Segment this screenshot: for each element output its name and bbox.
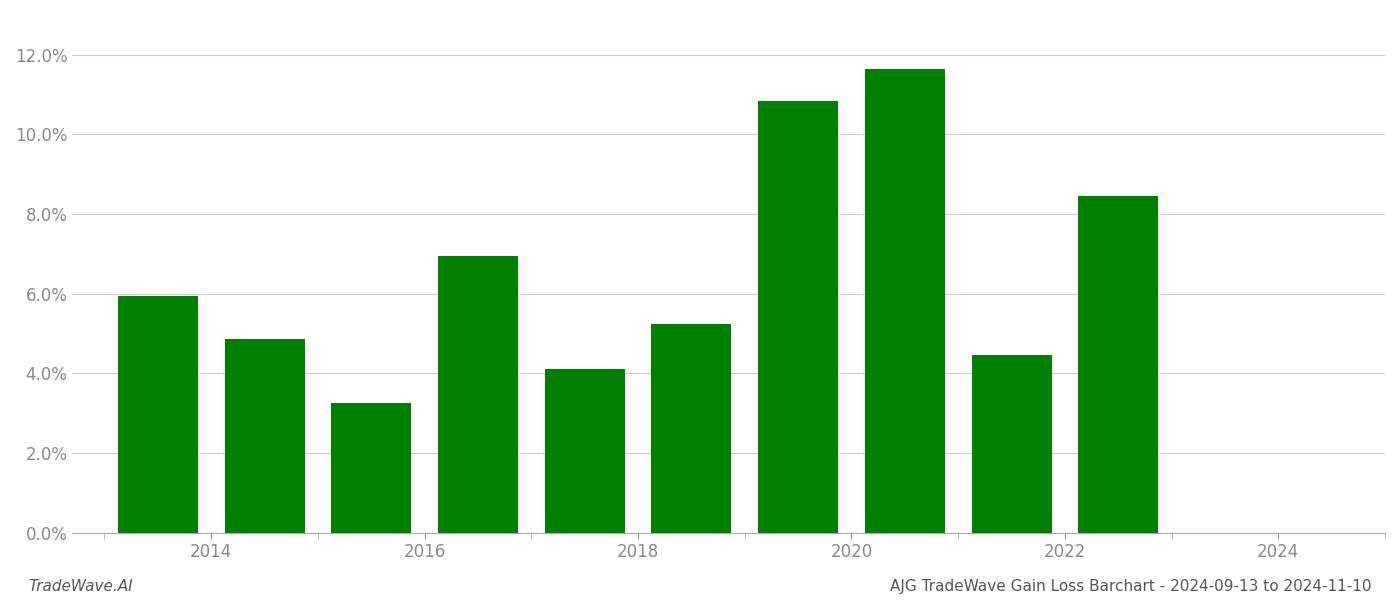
Bar (1078, 196, 1158, 533)
Bar (332, 403, 412, 533)
Text: TradeWave.AI: TradeWave.AI (28, 579, 133, 594)
Bar (224, 340, 305, 533)
Text: AJG TradeWave Gain Loss Barchart - 2024-09-13 to 2024-11-10: AJG TradeWave Gain Loss Barchart - 2024-… (890, 579, 1372, 594)
Bar (865, 69, 945, 533)
Bar (118, 296, 197, 533)
Bar (972, 355, 1051, 533)
Bar (438, 256, 518, 533)
Bar (651, 323, 731, 533)
Bar (545, 370, 624, 533)
Bar (757, 101, 839, 533)
